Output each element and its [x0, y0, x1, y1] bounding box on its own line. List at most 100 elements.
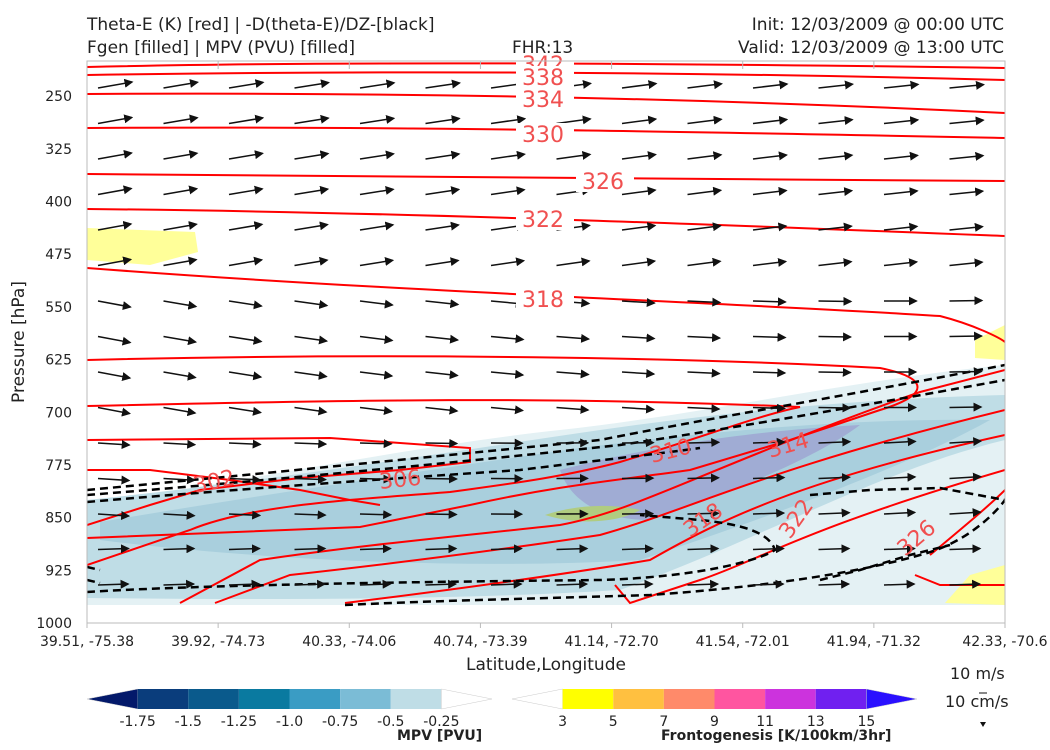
colorbar-swatch — [714, 689, 766, 709]
wind-vector — [818, 508, 851, 518]
wind-vector — [752, 508, 786, 518]
wind-vector — [752, 437, 786, 447]
y-tick-label: 400 — [45, 195, 72, 211]
y-tick-label: 775 — [45, 458, 72, 474]
wind-vector — [949, 331, 984, 341]
wind-vector — [425, 299, 460, 309]
contour-label-338: 338 — [522, 66, 564, 91]
wind-vector — [949, 579, 982, 589]
wind-vector — [752, 579, 785, 589]
y-tick-label: 700 — [45, 405, 72, 421]
wind-vector — [621, 186, 657, 196]
wind-vector — [490, 115, 527, 125]
stability-contour-1 — [87, 363, 1005, 492]
wind-vector — [97, 114, 134, 125]
x-tick-label: 41.94, -71.32 — [827, 634, 921, 650]
wind-vector — [294, 474, 327, 484]
colorbar-tick-label: 13 — [807, 714, 825, 730]
wind-vector — [97, 579, 130, 589]
stability-contour-6 — [344, 499, 1005, 607]
wind-vector — [97, 371, 132, 382]
theta-e-contour-322b — [614, 469, 1005, 605]
init-time: Init: 12/03/2009 @ 00:00 UTC — [751, 15, 1004, 35]
wind-vector — [752, 403, 787, 413]
colorbar-tick-label: 3 — [558, 714, 567, 730]
wind-vector — [687, 508, 720, 518]
wind-vector — [294, 185, 330, 196]
valid-time: Valid: 12/03/2009 @ 13:00 UTC — [738, 38, 1004, 58]
wind-vector — [359, 406, 393, 416]
wind-vector — [163, 300, 198, 310]
wind-vector — [490, 257, 526, 267]
wind-vector — [97, 475, 131, 485]
wind-vector — [294, 510, 327, 520]
theta-e-contour-upper — [87, 355, 919, 539]
wind-vector — [294, 300, 329, 309]
wind-vector — [556, 404, 590, 414]
colorbar-tick-label: -0.75 — [322, 714, 358, 730]
y-tick-label: 250 — [45, 89, 72, 105]
colorbar-swatch — [866, 688, 918, 710]
wind-vector — [163, 185, 199, 196]
chart-title-line1: Theta-E (K) [red] | -D(theta-E)/DZ-[blac… — [87, 15, 435, 35]
wind-vector — [818, 187, 854, 197]
wind-vector — [621, 80, 658, 90]
wind-vector — [752, 151, 788, 161]
colorbar-swatch — [441, 688, 493, 710]
wind-vector — [687, 333, 722, 343]
wind-vector — [621, 115, 658, 125]
wind-vector — [949, 508, 982, 518]
wind-vector — [425, 474, 458, 484]
wind-vector — [425, 257, 460, 267]
wind-vector — [425, 334, 460, 344]
wind-vector — [687, 437, 721, 447]
x-tick-label: 40.33, -74.06 — [302, 634, 396, 650]
wind-vector — [883, 508, 917, 518]
wind-vector — [621, 404, 656, 414]
wind-vector — [359, 544, 392, 554]
wind-vector — [621, 369, 656, 379]
wind-vector — [818, 151, 854, 161]
wind-vector — [621, 544, 654, 554]
wind-vector — [621, 333, 656, 343]
colorbar-swatch — [188, 689, 239, 709]
wind-reference-horizontal: 10 m/s — [950, 664, 1005, 683]
x-axis-label: Latitude,Longitude — [466, 655, 626, 675]
wind-vector — [97, 185, 133, 196]
wind-vector — [294, 79, 330, 89]
wind-vector — [294, 544, 327, 554]
wind-vector — [97, 511, 131, 521]
wind-vector — [752, 544, 785, 554]
wind-vector — [818, 332, 853, 342]
wind-vector — [752, 332, 787, 342]
colorbar-swatch — [511, 688, 563, 710]
stability-contour-8 — [819, 543, 951, 582]
wind-vector — [359, 186, 395, 196]
x-tick-label: 39.51, -75.38 — [40, 634, 134, 650]
stability-contour-7 — [809, 486, 1005, 502]
stability-contour-4 — [87, 565, 101, 585]
colorbar-swatch — [137, 689, 189, 709]
theta-e-contour-318 — [87, 267, 1005, 343]
wind-vector — [556, 544, 589, 554]
wind-vector — [818, 403, 852, 413]
wind-vector — [228, 335, 263, 345]
wind-vector — [228, 544, 261, 554]
wind-vector — [687, 404, 721, 414]
theta-e-contour-302 — [87, 436, 471, 526]
wind-vector — [949, 472, 982, 482]
wind-vector — [752, 257, 788, 267]
wind-vector — [621, 222, 657, 232]
wind-vector — [490, 405, 524, 415]
wind-vector — [883, 544, 916, 554]
wind-vector — [163, 439, 197, 449]
chart-title-line2: Fgen [filled] | MPV (PVU) [filled] — [87, 38, 356, 58]
plot-frame — [86, 60, 1006, 624]
x-axis-ticks: 39.51, -75.38 39.92, -74.73 40.33, -74.06 4… — [40, 61, 1048, 650]
y-tick-label: 325 — [45, 142, 72, 158]
theta-e-contour-306 — [87, 469, 381, 506]
wind-vector — [425, 221, 460, 231]
wind-vector — [294, 256, 329, 267]
contour-label-326: 326 — [582, 170, 624, 195]
wind-vector — [687, 579, 720, 589]
